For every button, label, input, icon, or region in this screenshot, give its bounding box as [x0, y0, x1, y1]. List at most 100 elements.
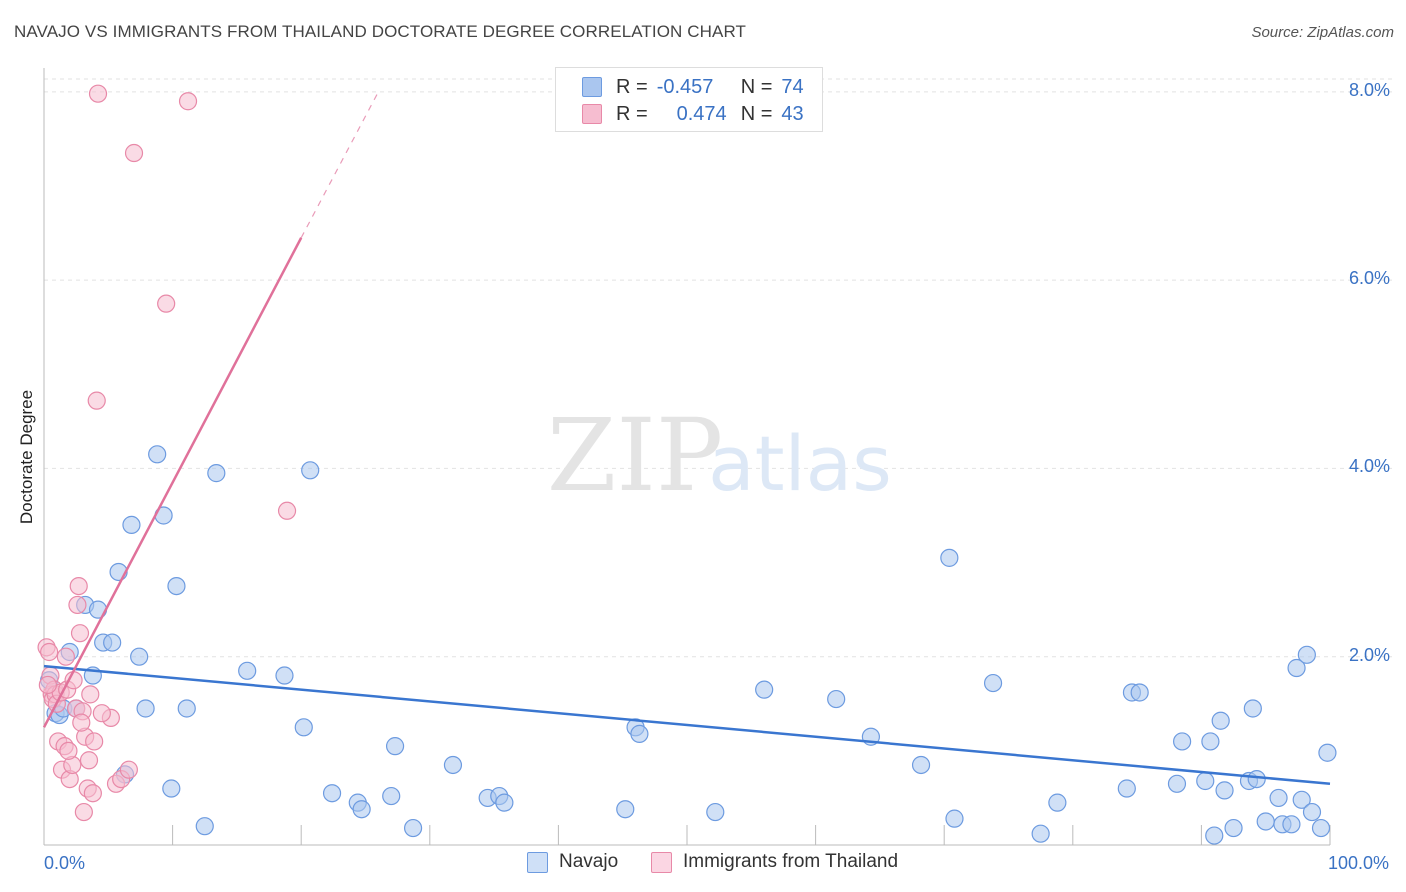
navajo-point-40 [706, 802, 725, 822]
thailand-point-36 [178, 92, 198, 111]
legend-navajo-label: Navajo [559, 851, 619, 872]
navajo-point-67 [1282, 815, 1301, 834]
navajo-point-52 [1130, 683, 1149, 702]
navajo-point-36 [495, 793, 514, 812]
thailand-point-29 [88, 84, 108, 103]
navajo-point-33 [443, 755, 463, 775]
navajo-point-27 [322, 784, 342, 803]
navajo-r-value: -0.457 [656, 75, 714, 98]
stats-legend: R = -0.457 N = 74 R = 0.474 N = 43 [555, 67, 823, 132]
x-tick-label-min: 0.0% [44, 853, 86, 873]
navajo-point-16 [148, 445, 167, 464]
navajo-point-70 [1297, 645, 1316, 664]
navajo-point-39 [630, 724, 649, 744]
thailand-point-35 [157, 294, 176, 313]
thailand-n-value: 43 [781, 102, 804, 125]
navajo-n-label: N = [740, 75, 773, 98]
legend-row-navajo: R = -0.457 N = 74 [582, 75, 804, 99]
thailand-point-26 [83, 784, 102, 803]
navajo-point-32 [403, 818, 423, 838]
y-tick-label-3: 8.0% [1349, 79, 1391, 100]
watermark-zip: ZIP [547, 397, 723, 514]
navajo-point-19 [167, 576, 186, 596]
thailand-point-1 [40, 642, 59, 662]
navajo-point-41 [755, 680, 774, 699]
navajo-point-62 [1243, 699, 1262, 718]
thailand-point-19 [70, 624, 90, 643]
thailand-point-25 [81, 685, 100, 704]
bottom-legend: Navajo Immigrants from Thailand [0, 851, 1406, 879]
navajo-point-26 [301, 461, 320, 480]
navajo-point-44 [911, 755, 931, 775]
navajo-point-24 [275, 666, 294, 685]
thailand-r-label: R = [616, 102, 648, 125]
legend-row-thailand: R = 0.474 N = 43 [582, 102, 804, 126]
navajo-point-15 [136, 699, 155, 718]
navajo-trend-line [43, 664, 1331, 786]
navajo-point-68 [1287, 658, 1306, 678]
navajo-point-13 [122, 515, 141, 535]
navajo-point-57 [1205, 826, 1224, 845]
navajo-point-37 [616, 800, 635, 819]
navajo-point-54 [1173, 732, 1192, 751]
navajo-point-49 [1048, 793, 1067, 812]
chart-title: NAVAJO VS IMMIGRANTS FROM THAILAND DOCTO… [14, 22, 746, 41]
thailand-point-28 [87, 391, 106, 410]
thailand-point-33 [119, 760, 138, 779]
navajo-point-22 [207, 464, 226, 483]
navajo-point-30 [382, 786, 401, 806]
navajo-r-label: R = [616, 75, 648, 98]
legend-item-navajo[interactable]: Navajo [527, 851, 618, 873]
thailand-point-39 [59, 741, 78, 760]
thailand-point-27 [85, 732, 104, 751]
axes [43, 68, 1331, 846]
watermark: ZIP atlas [547, 397, 892, 514]
thailand-point-41 [92, 704, 111, 723]
navajo-point-55 [1196, 771, 1215, 791]
x-tick-label-max: 100.0% [1328, 853, 1390, 873]
thailand-n-label: N = [740, 102, 773, 125]
navajo-n-value: 74 [781, 75, 804, 98]
thailand-point-34 [124, 143, 144, 163]
navajo-point-45 [940, 548, 959, 567]
navajo-swatch [582, 77, 602, 97]
thailand-point-24 [79, 751, 99, 770]
navajo-point-47 [983, 673, 1003, 693]
navajo-point-53 [1167, 774, 1187, 793]
navajo-point-14 [130, 647, 149, 666]
navajo-point-60 [1224, 818, 1243, 838]
navajo-point-58 [1211, 711, 1230, 730]
thailand-point-40 [38, 675, 57, 695]
y-axis-label: Doctorate Degree [17, 389, 36, 525]
thailand-point-42 [72, 713, 91, 732]
legend-thailand-label: Immigrants from Thailand [683, 851, 899, 872]
thailand-trend-line [42, 237, 303, 728]
legend-navajo-swatch [527, 851, 548, 873]
y-tick-label-0: 2.0% [1349, 644, 1391, 665]
thailand-point-12 [56, 647, 75, 666]
legend-item-thailand[interactable]: Immigrants from Thailand [651, 851, 898, 873]
data-points [37, 84, 1337, 845]
watermark-atlas: atlas [708, 419, 892, 508]
thailand-point-21 [74, 802, 93, 822]
navajo-point-73 [1318, 743, 1337, 762]
navajo-point-72 [1311, 818, 1331, 838]
navajo-point-63 [1247, 769, 1266, 789]
thailand-r-value: 0.474 [676, 102, 727, 125]
thailand-trend-extension [300, 91, 379, 239]
navajo-point-42 [827, 689, 846, 709]
navajo-point-29 [352, 800, 371, 819]
navajo-point-21 [195, 817, 214, 836]
navajo-point-31 [385, 737, 405, 756]
navajo-point-20 [177, 699, 196, 718]
navajo-point-64 [1256, 812, 1275, 831]
navajo-point-50 [1117, 779, 1136, 798]
navajo-point-71 [1302, 802, 1322, 822]
y-tick-label-1: 4.0% [1349, 456, 1391, 477]
navajo-point-10 [103, 633, 122, 652]
thailand-point-37 [277, 501, 297, 520]
navajo-point-65 [1269, 788, 1288, 808]
navajo-point-69 [1292, 790, 1311, 809]
navajo-point-48 [1031, 824, 1050, 843]
